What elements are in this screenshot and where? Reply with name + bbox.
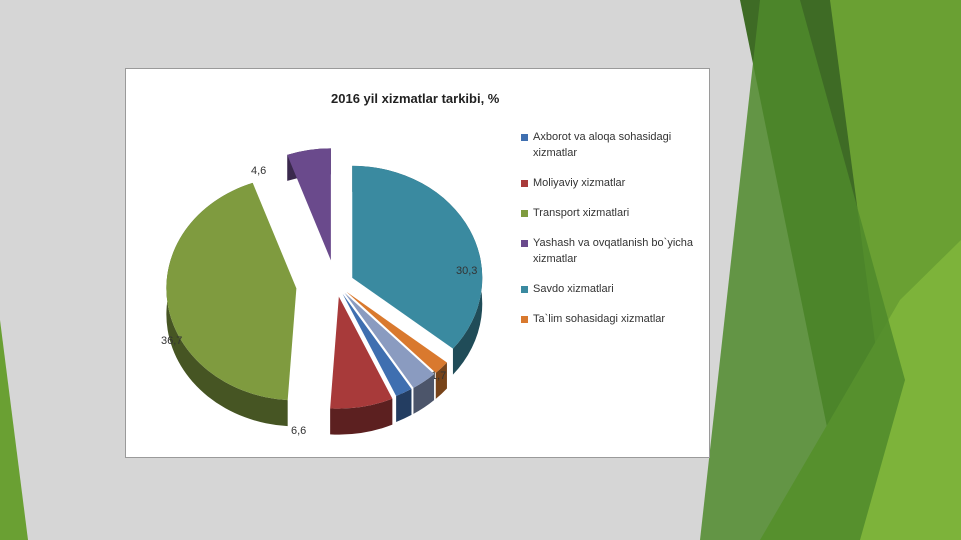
legend-swatch [521,134,528,141]
legend-label: Yashash va ovqatlanish bo`yicha xizmatla… [533,237,694,265]
legend-swatch [521,180,528,187]
pie-slice-side [396,388,412,422]
legend-label: Savdo xizmatlari [533,283,614,295]
legend-swatch [521,286,528,293]
legend-label: Transport xizmatlari [533,207,630,219]
pie-slice [352,165,483,349]
pie-slice-side [435,362,447,399]
legend-item: Ta`lim sohasidagi xizmatlar [521,311,706,327]
pie-slice [344,292,435,388]
legend-label: Axborot va aloqa sohasidagi xizmatlar [533,131,672,159]
pie-slice [287,148,331,261]
data-label: 30,3 [456,265,477,277]
pie-slice [346,291,447,373]
legend-swatch [521,210,528,217]
pie-slice-side [166,182,288,427]
legend-item: Yashash va ovqatlanish bo`yicha xizmatla… [521,235,706,267]
pie-slice-side [330,398,393,435]
data-label: 1,7 [431,370,446,382]
data-label: 4,6 [251,165,266,177]
legend-item: Transport xizmatlari [521,205,706,221]
pie-slice-side [413,374,435,414]
pie-slice [330,296,393,409]
right-fold-shape [700,0,905,540]
legend-swatch [521,316,528,323]
legend-label: Ta`lim sohasidagi xizmatlar [533,313,666,325]
data-label: 6,6 [291,425,306,437]
legend-item: Axborot va aloqa sohasidagi xizmatlar [521,129,706,161]
legend-item: Moliyaviy xizmatlar [521,175,706,191]
pie-slice [342,293,412,396]
legend-swatch [521,240,528,247]
pie-slice [166,182,297,401]
chart-title: 2016 yil xizmatlar tarkibi, % [331,91,500,106]
legend-item: Savdo xizmatlari [521,281,706,297]
chart-container: 2016 yil xizmatlar tarkibi, % 30,31,72,7… [125,68,710,458]
left-corner-shape [0,320,28,540]
legend-label: Moliyaviy xizmatlar [533,177,626,189]
chart-legend: Axborot va aloqa sohasidagi xizmatlar Mol… [521,129,706,341]
pie-chart: 30,31,72,71,86,636,74,6 [161,148,483,437]
data-label: 36,7 [161,335,182,347]
